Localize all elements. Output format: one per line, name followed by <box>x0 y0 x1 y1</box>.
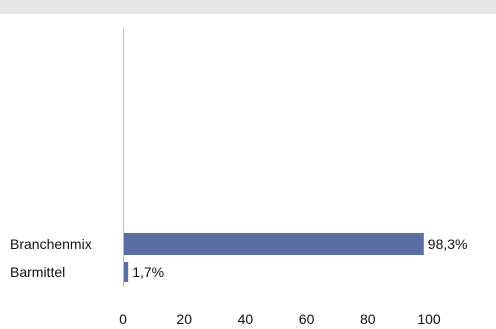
x-tick-label: 100 <box>417 311 441 327</box>
x-tick-label: 20 <box>176 311 192 327</box>
x-tick-label: 40 <box>238 311 254 327</box>
bar <box>124 233 424 255</box>
x-tick-label: 60 <box>299 311 315 327</box>
header-strip <box>0 0 496 14</box>
category-label: Barmittel <box>10 264 65 280</box>
x-tick-label: 0 <box>119 311 127 327</box>
plot-area: 0 20 40 60 80 100 Branchenmix 98,3% Barmittel 1,7… <box>10 28 468 327</box>
data-label: 98,3% <box>428 236 468 252</box>
bar <box>124 262 129 282</box>
data-label: 1,7% <box>132 264 164 280</box>
x-tick-label: 80 <box>360 311 376 327</box>
category-label: Branchenmix <box>10 236 92 252</box>
